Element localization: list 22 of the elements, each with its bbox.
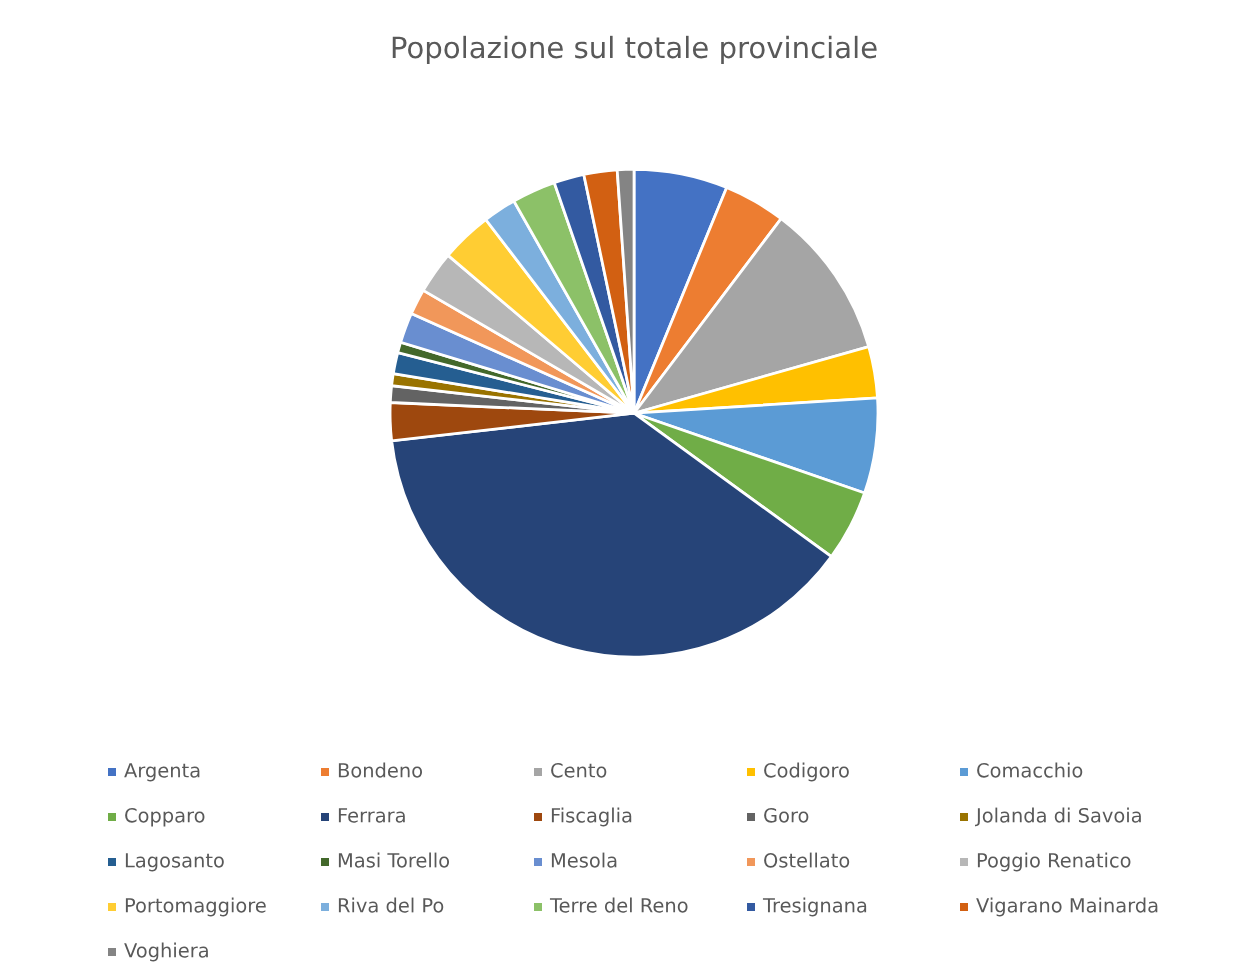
legend-label: Voghiera: [124, 942, 208, 962]
legend-label: Codigoro: [764, 762, 849, 782]
legend-label: Ferrara: [338, 808, 405, 823]
legend-label: Lagosanto: [125, 853, 224, 872]
legend-label: Jolanda di Savoia: [974, 807, 1141, 827]
legend-label: Cento: [551, 762, 607, 778]
legend-label: Poggio Renatico: [977, 852, 1131, 872]
legend-label: Fiscaglia: [551, 807, 632, 827]
legend-label: Masi Torello: [338, 852, 450, 868]
legend-label: Portomaggiore: [125, 897, 266, 917]
legend-label: Comacchio: [977, 762, 1083, 778]
legend-label: Goro: [764, 807, 809, 823]
legend-label: Vigarano Mainarda: [976, 897, 1158, 917]
legend-label: Mesola: [551, 852, 617, 868]
legend-label: Argenta: [124, 763, 200, 782]
legend-label: Riva del Po: [338, 897, 444, 913]
legend-label: Copparo: [125, 807, 205, 827]
legend-label: Tresignana: [762, 897, 867, 917]
legend-label: Terre del Reno: [549, 897, 688, 913]
legend-label: Bondeno: [338, 762, 423, 778]
chart-title: Popolazione sul totale provinciale: [392, 35, 877, 65]
legend-label: Ostellato: [764, 852, 850, 868]
